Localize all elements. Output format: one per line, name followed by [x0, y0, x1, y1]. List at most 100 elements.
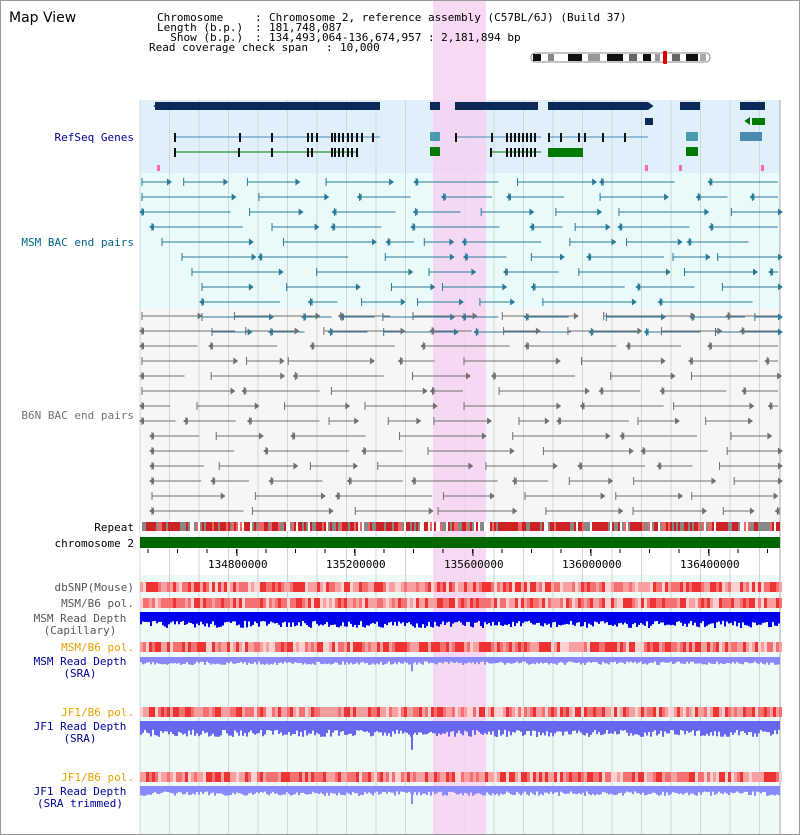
msm-b6-pol-sra-strip [746, 642, 749, 652]
msm-read-depth-sra-bar [568, 657, 570, 662]
jf1-read-depth-sra-bar [222, 721, 224, 730]
jf1-b6-pol-strip [377, 707, 380, 717]
repeat-block [392, 522, 394, 531]
msm-read-depth-capillary-bar [426, 612, 428, 627]
msm-read-depth-sra-bar [424, 657, 426, 662]
jf1-b6-pol-trimmed-strip [569, 772, 572, 782]
msm-b6-pol-strip [284, 598, 287, 608]
info-sep: : [326, 41, 340, 54]
msm-read-depth-sra-bar [440, 657, 442, 663]
msm-read-depth-capillary-bar [686, 612, 688, 627]
repeat-block [492, 522, 494, 531]
msm-read-depth-sra-bar [154, 657, 156, 665]
msm-read-depth-sra-bar [626, 657, 628, 662]
dbsnp-label: dbSNP(Mouse) [54, 581, 134, 594]
repeat-block [522, 522, 524, 531]
msm-read-depth-sra-bar [266, 657, 268, 664]
jf1-read-depth-trimmed-bar [266, 786, 268, 795]
jf1-read-depth-sra-bar [536, 721, 538, 737]
msm-read-depth-sra-bar [274, 657, 276, 663]
jf1-read-depth-trimmed-bar [764, 786, 766, 793]
jf1-b6-pol-trimmed-strip [428, 772, 431, 782]
msm-read-depth-sra-bar [662, 657, 664, 663]
end-arrow [573, 312, 579, 320]
jf1-b6-pol-strip [308, 707, 311, 717]
msm-read-depth-capillary-bar [538, 612, 540, 623]
jf1-read-depth-trimmed-bar [326, 786, 328, 793]
jf1-read-depth-trimmed-bar [306, 786, 308, 795]
jf1-read-depth-trimmed-bar [648, 786, 650, 794]
repeat-block [256, 522, 258, 531]
jf1-b6-pol-strip [215, 707, 218, 717]
repeat-block [538, 522, 540, 531]
msm-read-depth-sra-bar [318, 657, 320, 662]
jf1-read-depth-trimmed-bar [574, 786, 576, 794]
repeat-block [638, 522, 640, 531]
msm-b6-pol-strip [155, 598, 158, 608]
repeat-block [498, 522, 500, 531]
msm-b6-pol-sra-strip [665, 642, 668, 652]
msm-b6-pol-sra-strip [548, 642, 551, 652]
jf1-b6-pol-trimmed-strip [419, 772, 422, 782]
msm-b6-pol-sra-strip [308, 642, 311, 652]
msm-read-depth-sra-bar [206, 657, 208, 662]
dbsnp-strip [632, 582, 635, 592]
msm-read-depth-sra-bar [178, 657, 180, 664]
msm-b6-pol-sra-strip [638, 642, 641, 652]
msm-read-depth-sra-bar [700, 657, 702, 664]
msm-b6-pol-strip [653, 598, 656, 608]
msm-read-depth-sra-bar [394, 657, 396, 663]
msm-read-depth-sra-bar [770, 657, 772, 663]
jf1-b6-pol-trimmed-strip [701, 772, 704, 782]
jf1-b6-pol-trimmed-strip [314, 772, 317, 782]
repeat-block [696, 522, 698, 531]
msm-b6-pol-sra-strip [401, 642, 404, 652]
msm-read-depth-sra-bar [566, 657, 568, 663]
repeat-block [484, 522, 486, 531]
end-arrow [778, 208, 783, 216]
msm-read-depth-capillary-bar [470, 612, 472, 627]
dbsnp-strip [293, 582, 296, 592]
repeat-block [166, 522, 168, 531]
dbsnp-strip [668, 582, 671, 592]
dbsnp-strip [725, 582, 728, 592]
jf1-read-depth-sra-bar [614, 721, 616, 732]
msm-read-depth-sra-bar [280, 657, 282, 663]
jf1-read-depth-sra-bar [480, 721, 482, 734]
jf1-read-depth-trimmed-bar [252, 786, 254, 795]
msm-b6-pol-strip [335, 598, 338, 608]
msm-read-depth-sra-bar [304, 657, 306, 664]
jf1-b6-pol-trimmed-strip [215, 772, 218, 782]
msm-b6-pol-sra-strip [512, 642, 515, 652]
repeat-block [268, 522, 270, 531]
msm-b6-pol-sra-strip [149, 642, 152, 652]
msm-read-depth-capillary-bar [386, 612, 388, 626]
msm-read-depth-sra-bar [562, 657, 564, 663]
msm-b6-pol-sra-strip [326, 642, 329, 652]
msm-read-depth-capillary-bar [614, 612, 616, 625]
msm-read-depth-capillary-bar [560, 612, 562, 626]
msm-read-depth-capillary-bar [244, 612, 246, 622]
msm-read-depth-sra-bar [370, 657, 372, 665]
repeat-block [444, 522, 446, 531]
jf1-read-depth-trimmed-bar [384, 786, 386, 793]
jf1-b6-pol-strip [143, 707, 146, 717]
msm-b6-pol-strip [533, 598, 536, 608]
jf1-read-depth-trimmed-bar [342, 786, 344, 795]
msm-read-depth-capillary-bar [580, 612, 582, 627]
jf1-read-depth-trimmed-bar [222, 786, 224, 795]
refseq-marker [679, 165, 682, 171]
refseq-exon [351, 133, 353, 142]
msm-b6-pol-strip [485, 598, 488, 608]
msm-b6-pol-strip [296, 598, 299, 608]
jf1-read-depth-trimmed-bar [752, 786, 754, 792]
msm-read-depth-capillary-bar [418, 612, 420, 628]
msm-b6-pol-sra-strip [422, 642, 425, 652]
jf1-read-depth-trimmed-bar [164, 786, 166, 792]
dbsnp-strip [767, 582, 770, 592]
repeat-block [216, 522, 218, 531]
jf1-b6-pol-trimmed-strip [707, 772, 710, 782]
msm-b6-pol-strip [458, 598, 461, 608]
msm-read-depth-capillary-bar [264, 612, 266, 622]
